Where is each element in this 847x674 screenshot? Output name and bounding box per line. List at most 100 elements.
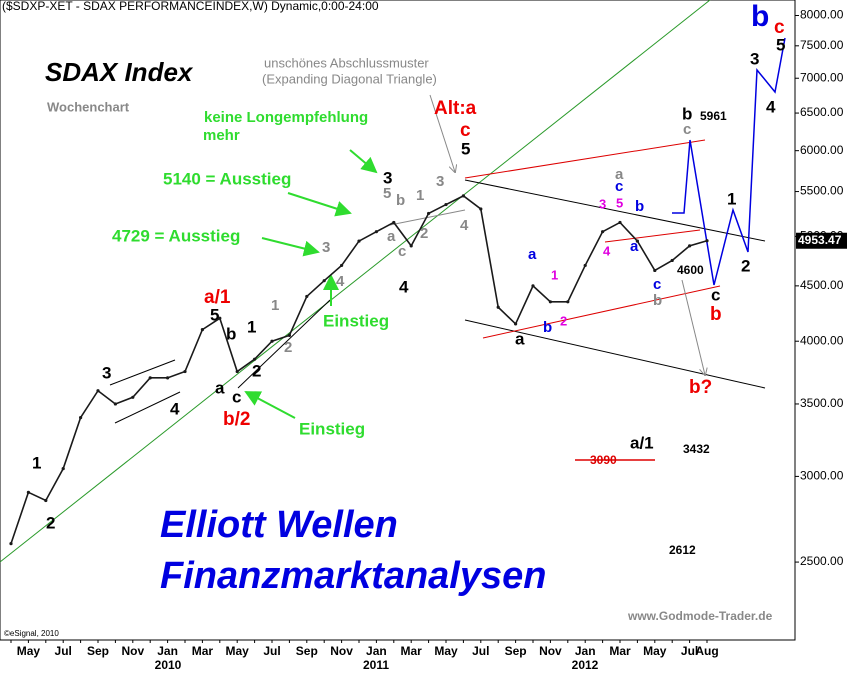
annotation: mehr (203, 127, 240, 144)
x-tick-label: Sep (505, 644, 527, 658)
wave-label: 4 (170, 399, 180, 418)
year-label: 2011 (363, 658, 389, 672)
wave-label: a (615, 166, 624, 183)
price-point (61, 467, 65, 471)
wave-label: 5 (616, 195, 623, 210)
price-point (392, 220, 396, 225)
annotation: 4729 = Ausstieg (112, 226, 240, 245)
x-tick-label: Nov (539, 644, 562, 658)
x-tick-label: Nov (330, 644, 353, 658)
y-tick-label: 7500.00 (800, 38, 844, 52)
price-point (670, 258, 674, 263)
price-point (26, 490, 30, 494)
wave-label: 3 (599, 196, 606, 211)
price-point (305, 294, 309, 299)
wave-label: 3 (383, 168, 392, 187)
annotation: Einstieg (299, 419, 365, 438)
wave-label: a (215, 378, 225, 397)
annotation: 4 (766, 97, 776, 116)
price-point (409, 244, 413, 248)
price-point (548, 300, 553, 304)
x-tick-label: Mar (401, 644, 423, 658)
price-point (566, 300, 570, 304)
wave-label: 2 (252, 361, 261, 380)
price-point (444, 202, 448, 207)
wave-label: 4 (336, 273, 345, 290)
wave-label: 1 (551, 267, 558, 282)
x-tick-label: Mar (192, 644, 214, 658)
chart-title: ($SDXP-XET - SDAX PERFORMANCEINDEX,W) Dy… (2, 0, 379, 13)
annotation: unschönes Abschlussmuster (264, 55, 429, 70)
annotation: b? (689, 377, 712, 398)
x-tick-label: May (17, 644, 41, 658)
x-tick-label: May (434, 644, 458, 658)
price-point (601, 230, 605, 234)
annotation: c (774, 17, 785, 38)
y-tick-label: 5500.00 (800, 184, 844, 198)
price-point (183, 369, 187, 374)
price-point (461, 194, 465, 198)
annotation: b (710, 304, 722, 325)
annotation: 4600 (677, 263, 704, 277)
annotation: Elliott Wellen (160, 504, 398, 546)
trendlines (0, 0, 786, 563)
price-point (340, 263, 344, 268)
y-tick-label: 4000.00 (800, 333, 844, 347)
wave-label: 1 (32, 453, 41, 472)
annotation: a/1 (630, 433, 654, 452)
year-label: 2012 (572, 658, 599, 672)
price-point (322, 279, 326, 283)
price-point (287, 333, 291, 337)
price-point (113, 402, 117, 406)
price-point (253, 357, 257, 361)
wave-label: 4 (460, 217, 469, 234)
price-point (531, 284, 535, 288)
wave-label: c (398, 243, 406, 260)
annotation: (Expanding Diagonal Triangle) (262, 71, 437, 86)
wave-label: c (653, 276, 661, 293)
price-point (688, 244, 692, 248)
wave-label: 5 (210, 305, 219, 324)
x-tick-label: Jan (157, 644, 178, 658)
x-tick-label: Jul (472, 644, 489, 658)
wave-label: 5 (383, 185, 391, 202)
wave-label: 2 (46, 513, 55, 532)
year-label: 2010 (155, 658, 182, 672)
annotation: 2612 (669, 543, 696, 557)
price-point (79, 415, 83, 420)
y-tick-label: 3000.00 (800, 469, 844, 483)
annotation: 5140 = Ausstieg (163, 169, 291, 188)
wave-label: a (630, 238, 639, 255)
wave-label: 3 (436, 173, 444, 190)
wave-label: c (615, 178, 623, 195)
y-tick-label: 6500.00 (800, 105, 844, 119)
annotation: Wochenchart (47, 99, 130, 114)
last-value-label: 4953.47 (798, 233, 842, 247)
annotation: 3090 (590, 453, 617, 467)
wave-label: b (396, 192, 405, 209)
annotation: 3 (750, 49, 759, 68)
wave-label: 3 (102, 363, 111, 382)
x-tick-label: Mar (609, 644, 631, 658)
annotation: 5961 (700, 109, 727, 123)
price-point (374, 230, 378, 234)
annotation: c (460, 120, 471, 141)
annotation: SDAX Index (45, 57, 194, 87)
price-point (705, 239, 709, 243)
annotation: c (711, 285, 720, 304)
annotation: ©eSignal, 2010 (4, 629, 59, 638)
price-point (496, 305, 500, 309)
price-point (357, 239, 361, 243)
wave-label: 1 (271, 297, 279, 314)
price-point (200, 328, 204, 332)
wave-label: a (515, 329, 525, 348)
wave-label: 1 (416, 187, 424, 204)
price-point (479, 207, 483, 211)
wave-label: c (232, 387, 241, 406)
wave-label: 2 (560, 313, 567, 328)
y-tick-label: 8000.00 (800, 8, 844, 22)
wave-label: 4 (399, 277, 409, 296)
wave-label: 2 (420, 225, 428, 242)
y-tick-label: 2500.00 (800, 554, 844, 568)
